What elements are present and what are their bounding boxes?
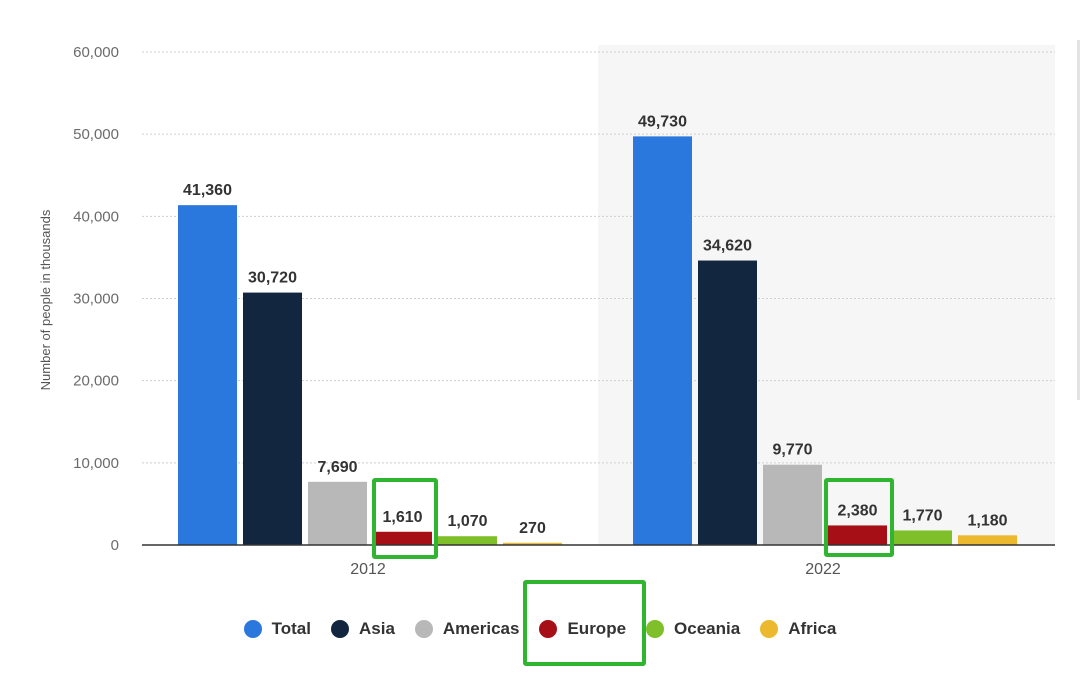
- legend-label: Oceania: [674, 619, 741, 638]
- highlight-box-europe-2022: [824, 478, 894, 557]
- legend-item-asia[interactable]: Asia: [330, 619, 395, 639]
- data-label-total-2022: 49,730: [638, 113, 687, 130]
- scrollbar-edge: [1077, 40, 1080, 400]
- legend-item-africa[interactable]: Africa: [760, 619, 836, 639]
- bar-africa-2012[interactable]: [503, 542, 562, 545]
- bar-oceania-2012[interactable]: [438, 536, 497, 545]
- data-label-europe-2022: 2,380: [837, 502, 877, 519]
- legend-dot-icon: [539, 620, 558, 638]
- y-axis-ticks: 0 10,000 20,000 30,000 40,000 50,000 60,000: [73, 44, 119, 554]
- bar-total-2022[interactable]: [633, 136, 692, 545]
- legend-dot-icon: [414, 620, 433, 638]
- y-tick-label: 20,000: [73, 373, 119, 390]
- legend-label: Asia: [358, 619, 395, 638]
- data-label-africa-2022: 1,180: [967, 512, 1007, 529]
- data-label-oceania-2022: 1,770: [902, 507, 942, 524]
- y-tick-label: 10,000: [73, 455, 119, 472]
- bar-americas-2022[interactable]: [763, 464, 822, 545]
- bar-asia-2022[interactable]: [698, 260, 757, 545]
- y-tick-label: 60,000: [73, 44, 119, 61]
- legend-label: Europe: [567, 619, 627, 638]
- legend-item-europe[interactable]: Europe: [539, 619, 626, 639]
- data-label-americas-2022: 9,770: [772, 442, 812, 459]
- data-label-asia-2012: 30,720: [248, 270, 297, 287]
- bar-total-2012[interactable]: [178, 205, 237, 545]
- y-axis-title: Number of people in thousands: [38, 209, 53, 390]
- legend-dot-icon: [243, 620, 262, 638]
- x-category-label: 2022: [805, 561, 841, 578]
- y-tick-label: 40,000: [73, 208, 119, 225]
- bar-asia-2012[interactable]: [243, 292, 302, 545]
- data-label-total-2012: 41,360: [183, 182, 232, 199]
- bar-europe-2022[interactable]: [828, 525, 887, 545]
- y-tick-label: 30,000: [73, 291, 119, 308]
- legend-item-total[interactable]: Total: [243, 619, 311, 639]
- highlight-box-europe-2012: [372, 478, 438, 559]
- legend-dot-icon: [330, 620, 349, 638]
- bars: [178, 136, 1017, 545]
- legend-dot-icon: [646, 620, 665, 638]
- data-label-europe-2012: 1,610: [382, 509, 422, 526]
- data-label-africa-2012: 270: [519, 520, 546, 537]
- legend-label: Americas: [442, 619, 520, 638]
- bar-europe-2012[interactable]: [373, 531, 432, 545]
- x-category-label: 2012: [350, 561, 386, 578]
- legend-label: Africa: [788, 619, 837, 638]
- x-axis-categories: 2012 2022: [350, 561, 841, 578]
- legend-item-oceania[interactable]: Oceania: [646, 619, 740, 639]
- data-label-oceania-2012: 1,070: [447, 513, 487, 530]
- legend-label: Total: [271, 619, 311, 638]
- bar-chart: 0 10,000 20,000 30,000 40,000 50,000 60,000 41…: [38, 44, 1055, 578]
- data-label-asia-2022: 34,620: [703, 238, 752, 255]
- data-labels: 41,360 30,720 7,690 1,610 1,070 270 49,730 34,6…: [183, 113, 1008, 536]
- bar-oceania-2022[interactable]: [893, 530, 952, 545]
- highlight-box-europe-legend: [523, 580, 646, 666]
- y-tick-label: 50,000: [73, 126, 119, 143]
- legend-dot-icon: [760, 620, 779, 638]
- legend-item-americas[interactable]: Americas: [414, 619, 520, 639]
- y-tick-label: 0: [111, 537, 119, 554]
- data-label-americas-2012: 7,690: [317, 459, 357, 476]
- bar-americas-2012[interactable]: [308, 481, 367, 545]
- chart-legend: Total Asia Americas Europe Oceania Africa: [0, 612, 1080, 646]
- bar-africa-2022[interactable]: [958, 535, 1017, 545]
